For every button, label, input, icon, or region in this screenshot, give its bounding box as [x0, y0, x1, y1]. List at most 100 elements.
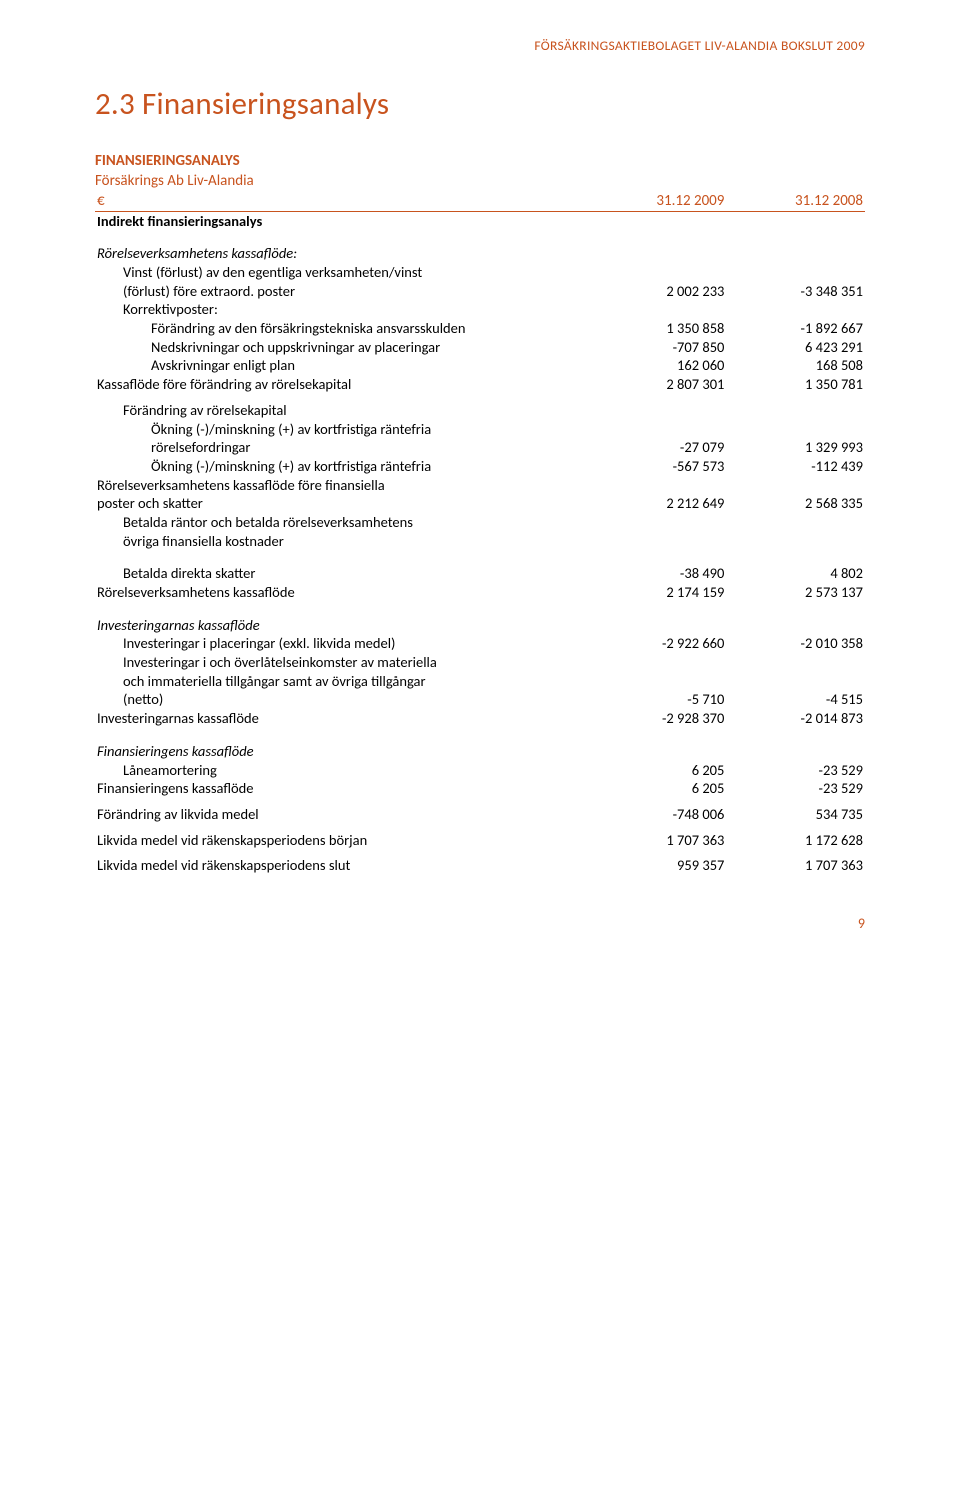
row-value-1 [588, 513, 727, 532]
row-value-1: -2 928 370 [588, 710, 727, 729]
row-value-2 [726, 654, 865, 673]
row-label: Vinst (förlust) av den egentliga verksam… [95, 264, 588, 283]
row-value-2: -2 014 873 [726, 710, 865, 729]
row-value-2 [726, 672, 865, 691]
row-value-1: 1 707 363 [588, 831, 727, 850]
row-value-2: -2 010 358 [726, 635, 865, 654]
table-row [95, 231, 865, 245]
table-row: Indirekt finansieringsanalys [95, 212, 865, 231]
table-row: Ökning (-)/minskning (+) av kortfristiga… [95, 457, 865, 476]
row-value-2: 168 508 [726, 357, 865, 376]
table-row: poster och skatter2 212 6492 568 335 [95, 495, 865, 514]
table-row: Vinst (förlust) av den egentliga verksam… [95, 264, 865, 283]
row-label: Låneamortering [95, 761, 588, 780]
row-label: Investeringarnas kassaflöde [95, 616, 588, 635]
row-label: Ökning (-)/minskning (+) av kortfristiga… [95, 420, 588, 439]
table-row: Nedskrivningar och uppskrivningar av pla… [95, 338, 865, 357]
row-label: (förlust) före extraord. poster [95, 282, 588, 301]
row-value-2: -1 892 667 [726, 320, 865, 339]
table-row: Investeringar i och överlåtelseinkomster… [95, 654, 865, 673]
row-value-1: 2 212 649 [588, 495, 727, 514]
table-row: Avskrivningar enligt plan162 060168 508 [95, 357, 865, 376]
row-value-1: 959 357 [588, 857, 727, 876]
row-value-2: 534 735 [726, 805, 865, 824]
table-row: Finansieringens kassaflöde6 205-23 529 [95, 780, 865, 799]
row-label: Finansieringens kassaflöde [95, 780, 588, 799]
row-value-2: -4 515 [726, 691, 865, 710]
table-row: Likvida medel vid räkenskapsperiodens bö… [95, 831, 865, 850]
section-title: 2.3 Finansieringsanalys [95, 86, 865, 124]
row-value-1 [588, 212, 727, 231]
row-value-1: -5 710 [588, 691, 727, 710]
column-year-1: 31.12 2009 [588, 192, 727, 212]
table-row: Rörelseverksamhetens kassaflöde2 174 159… [95, 584, 865, 603]
row-value-2 [726, 742, 865, 761]
row-value-2 [726, 420, 865, 439]
row-label: Kassaflöde före förändring av rörelsekap… [95, 376, 588, 395]
row-label: Rörelseverksamhetens kassaflöde [95, 584, 588, 603]
row-value-2 [726, 513, 865, 532]
table-row: Rörelseverksamhetens kassaflöde före fin… [95, 476, 865, 495]
row-label: övriga finansiella kostnader [95, 532, 588, 551]
table-row: Investeringarnas kassaflöde [95, 616, 865, 635]
table-row: övriga finansiella kostnader [95, 532, 865, 551]
row-label: (netto) [95, 691, 588, 710]
row-value-1: -38 490 [588, 565, 727, 584]
table-row: rörelsefordringar-27 0791 329 993 [95, 439, 865, 458]
cashflow-table: € 31.12 2009 31.12 2008 Indirekt finansi… [95, 192, 865, 876]
row-label: och immateriella tillgångar samt av övri… [95, 672, 588, 691]
row-value-2 [726, 616, 865, 635]
row-label: Ökning (-)/minskning (+) av kortfristiga… [95, 457, 588, 476]
row-value-2: -23 529 [726, 761, 865, 780]
row-value-2 [726, 301, 865, 320]
row-value-1 [588, 616, 727, 635]
row-label: Rörelseverksamhetens kassaflöde före fin… [95, 476, 588, 495]
currency-label: € [95, 192, 588, 212]
row-value-2: 1 329 993 [726, 439, 865, 458]
row-value-2: 1 172 628 [726, 831, 865, 850]
table-title: FINANSIERINGSANALYS [95, 152, 865, 170]
table-row: Rörelseverksamhetens kassaflöde: [95, 245, 865, 264]
row-value-2 [726, 264, 865, 283]
row-value-1 [588, 742, 727, 761]
page-header-right: FÖRSÄKRINGSAKTIEBOLAGET LIV-ALANDIA BOKS… [95, 38, 865, 54]
row-value-1 [588, 301, 727, 320]
table-row [95, 551, 865, 565]
row-label: Indirekt finansieringsanalys [95, 212, 588, 231]
row-label: Förändring av likvida medel [95, 805, 588, 824]
row-label: Förändring av rörelsekapital [95, 401, 588, 420]
table-row: Kassaflöde före förändring av rörelsekap… [95, 376, 865, 395]
table-row: (förlust) före extraord. poster2 002 233… [95, 282, 865, 301]
table-row: Investeringar i placeringar (exkl. likvi… [95, 635, 865, 654]
table-row: Förändring av rörelsekapital [95, 401, 865, 420]
row-value-2 [726, 212, 865, 231]
row-label: Finansieringens kassaflöde [95, 742, 588, 761]
table-subtitle: Försäkrings Ab Liv-Alandia [95, 172, 865, 190]
row-value-1: 6 205 [588, 780, 727, 799]
row-value-2: -112 439 [726, 457, 865, 476]
row-label: Korrektivposter: [95, 301, 588, 320]
column-year-2: 31.12 2008 [726, 192, 865, 212]
row-label: poster och skatter [95, 495, 588, 514]
row-label: Likvida medel vid räkenskapsperiodens sl… [95, 857, 588, 876]
table-row: Förändring av likvida medel-748 006534 7… [95, 805, 865, 824]
row-value-1: 2 807 301 [588, 376, 727, 395]
table-row: Likvida medel vid räkenskapsperiodens sl… [95, 857, 865, 876]
row-value-2: -23 529 [726, 780, 865, 799]
row-value-1: 2 002 233 [588, 282, 727, 301]
page-number: 9 [95, 915, 865, 932]
table-row: Låneamortering6 205-23 529 [95, 761, 865, 780]
row-label: Betalda räntor och betalda rörelseverksa… [95, 513, 588, 532]
row-label: Investeringarnas kassaflöde [95, 710, 588, 729]
row-value-1 [588, 532, 727, 551]
row-label: Investeringar i placeringar (exkl. likvi… [95, 635, 588, 654]
row-value-2 [726, 401, 865, 420]
row-value-2: 1 350 781 [726, 376, 865, 395]
row-value-1: -27 079 [588, 439, 727, 458]
row-value-1: 6 205 [588, 761, 727, 780]
table-row: Ökning (-)/minskning (+) av kortfristiga… [95, 420, 865, 439]
row-label: Avskrivningar enligt plan [95, 357, 588, 376]
row-label: Likvida medel vid räkenskapsperiodens bö… [95, 831, 588, 850]
row-value-1: 2 174 159 [588, 584, 727, 603]
table-row: Betalda räntor och betalda rörelseverksa… [95, 513, 865, 532]
